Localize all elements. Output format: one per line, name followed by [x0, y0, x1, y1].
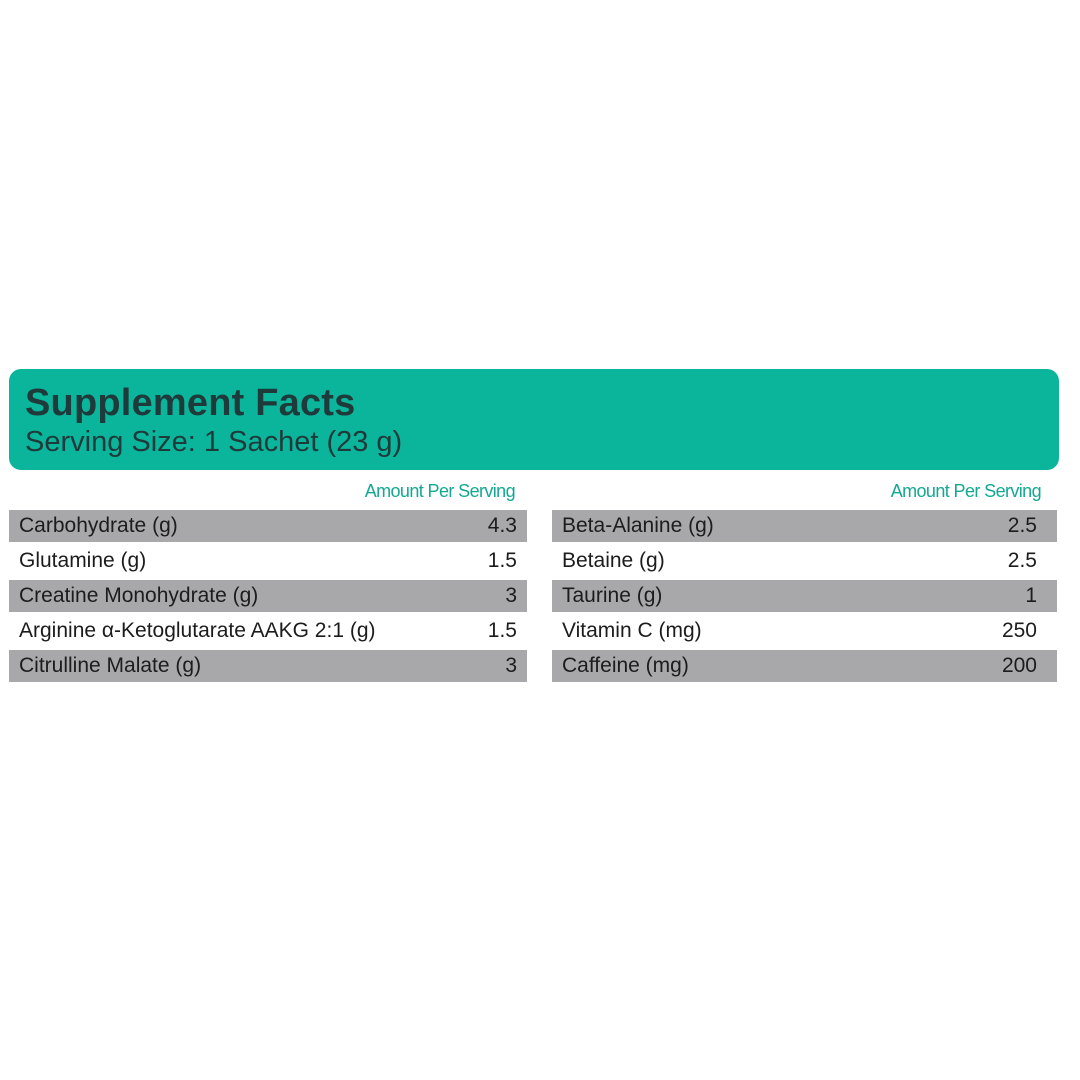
page-title: Supplement Facts — [25, 382, 356, 424]
facts-row: Carbohydrate (g) 4.3 — [9, 510, 527, 542]
facts-row: Betaine (g) 2.5 — [552, 545, 1057, 577]
facts-row: Citrulline Malate (g) 3 — [9, 650, 527, 682]
facts-row: Taurine (g) 1 — [552, 580, 1057, 612]
ingredient-name: Carbohydrate (g) — [19, 514, 178, 537]
ingredient-name: Vitamin C (mg) — [562, 619, 702, 642]
facts-row: Arginine α-Ketoglutarate AAKG 2:1 (g) 1.… — [9, 615, 527, 647]
facts-row: Caffeine (mg) 200 — [552, 650, 1057, 682]
ingredient-name: Caffeine (mg) — [562, 654, 689, 677]
facts-row: Glutamine (g) 1.5 — [9, 545, 527, 577]
ingredient-amount: 3 — [505, 584, 517, 607]
ingredient-amount: 2.5 — [1007, 514, 1037, 537]
facts-row: Beta-Alanine (g) 2.5 — [552, 510, 1057, 542]
ingredient-name: Citrulline Malate (g) — [19, 654, 202, 677]
facts-row: Creatine Monohydrate (g) 3 — [9, 580, 527, 612]
ingredient-name: Arginine α-Ketoglutarate AAKG 2:1 (g) — [19, 619, 376, 642]
amount-per-serving-header: Amount Per Serving — [364, 481, 516, 501]
amount-per-serving-header: Amount Per Serving — [890, 481, 1042, 501]
ingredient-amount: 3 — [505, 654, 517, 677]
facts-list: Beta-Alanine (g) 2.5 Betaine (g) 2.5 Tau… — [552, 510, 1057, 682]
ingredient-amount: 250 — [1001, 619, 1037, 642]
ingredient-name: Creatine Monohydrate (g) — [19, 584, 259, 607]
left-facts-column: Amount Per Serving Carbohydrate (g) 4.3 … — [9, 476, 527, 685]
right-facts-column: Amount Per Serving Beta-Alanine (g) 2.5 … — [552, 476, 1057, 685]
ingredient-amount: 1 — [1025, 584, 1037, 607]
ingredient-amount: 2.5 — [1007, 549, 1037, 572]
ingredient-name: Taurine (g) — [562, 584, 663, 607]
supplement-facts-header: Supplement Facts Serving Size: 1 Sachet … — [9, 369, 1059, 470]
ingredient-amount: 1.5 — [487, 549, 517, 572]
ingredient-name: Beta-Alanine (g) — [562, 514, 714, 537]
facts-row: Vitamin C (mg) 250 — [552, 615, 1057, 647]
ingredient-amount: 4.3 — [487, 514, 517, 537]
ingredient-amount: 200 — [1001, 654, 1037, 677]
ingredient-name: Glutamine (g) — [19, 549, 147, 572]
serving-size: Serving Size: 1 Sachet (23 g) — [25, 426, 403, 458]
ingredient-amount: 1.5 — [487, 619, 517, 642]
facts-list: Carbohydrate (g) 4.3 Glutamine (g) 1.5 C… — [9, 510, 527, 682]
ingredient-name: Betaine (g) — [562, 549, 665, 572]
